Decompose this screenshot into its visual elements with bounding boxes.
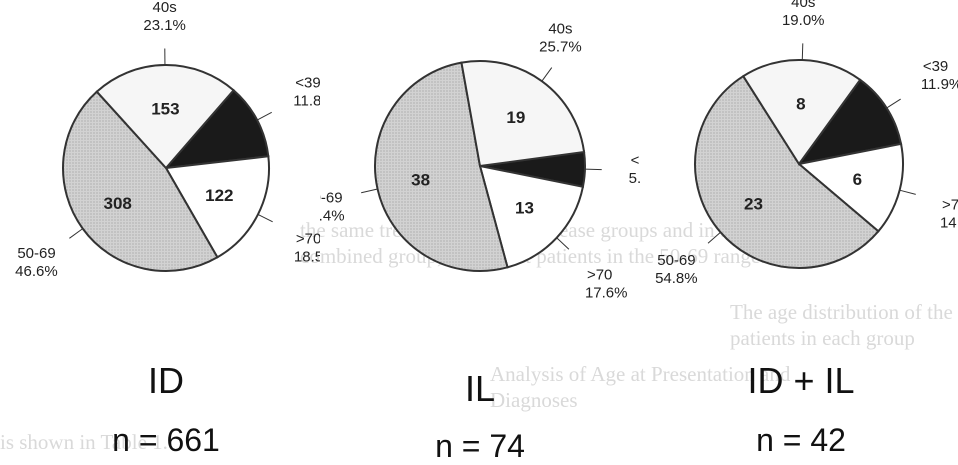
leader-line-s40: [542, 68, 552, 82]
leader-line-gt70: [900, 190, 916, 194]
slice-percent-lt39: 11.8%: [293, 93, 320, 110]
slice-count-gt70: 6: [853, 170, 862, 189]
leader-line-s5069: [708, 232, 721, 243]
slice-name-gt70: >70: [587, 267, 612, 284]
sample-size-label: n = 42: [681, 422, 921, 459]
sample-size-label: n = 74: [360, 428, 600, 465]
leader-line-s5069: [69, 229, 82, 239]
slice-count-s40: 153: [151, 99, 179, 118]
slice-name-lt39: <39: [923, 58, 948, 75]
slice-percent-s40: 25.7%: [539, 39, 582, 56]
panel-title: ID: [46, 360, 286, 402]
leader-line-lt39: [585, 169, 602, 170]
slice-percent-lt39: 11.9%: [921, 76, 958, 93]
slice-name-lt39: <39: [295, 75, 320, 92]
slice-name-s5069: 50-69: [657, 252, 695, 269]
slice-name-s40: 40s: [791, 0, 815, 11]
slice-count-s40: 19: [506, 108, 525, 127]
slice-percent-gt70: 14.3%: [940, 214, 958, 231]
slice-name-gt70: >70: [942, 196, 958, 213]
slice-percent-s40: 23.1%: [143, 17, 186, 34]
slice-count-gt70: 13: [515, 199, 534, 218]
panel-title: ID + IL: [681, 360, 921, 402]
sample-size-label: n = 661: [46, 422, 286, 459]
slice-percent-gt70: 17.6%: [585, 285, 628, 302]
slice-percent-s5069: 54.8%: [655, 270, 698, 287]
slice-name-s5069: 50-69: [17, 245, 55, 262]
slice-name-gt70: >70: [296, 231, 320, 248]
slice-count-s5069: 23: [744, 195, 763, 214]
slice-percent-s40: 19.0%: [782, 12, 825, 29]
slice-name-s40: 40s: [548, 21, 572, 38]
slice-percent-gt70: 18.5%: [294, 249, 320, 266]
pie-panel-il: <395.4%13>7017.6%3850-6951.4%1940s25.7% …: [320, 0, 640, 461]
panel-title: IL: [360, 368, 600, 410]
slice-count-s5069: 308: [104, 194, 132, 213]
slice-count-gt70: 122: [205, 186, 233, 205]
slice-count-s5069: 38: [411, 170, 430, 189]
leader-line-lt39: [257, 112, 272, 120]
slice-percent-s5069: 46.6%: [15, 263, 58, 280]
leader-line-s40: [802, 43, 803, 60]
leader-line-s5069: [361, 189, 377, 193]
leader-line-gt70: [258, 214, 273, 221]
slice-name-s40: 40s: [153, 0, 177, 16]
slice-percent-s5069: 51.4%: [320, 208, 345, 225]
leader-line-gt70: [557, 238, 569, 249]
slice-name-s5069: 50-69: [320, 190, 343, 207]
leader-line-lt39: [887, 99, 901, 108]
slice-count-s40: 8: [796, 95, 805, 114]
